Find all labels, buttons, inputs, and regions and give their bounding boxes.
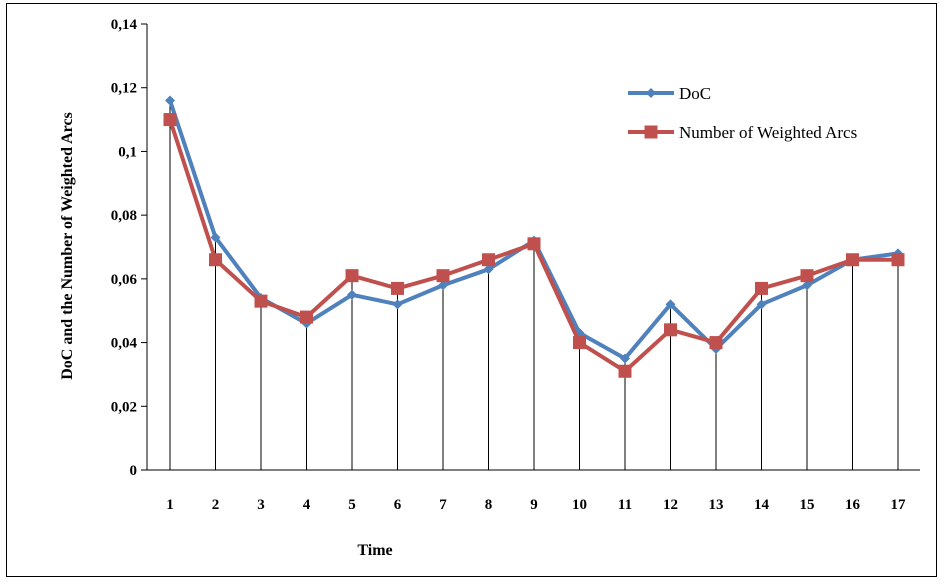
x-tick-label: 5: [348, 497, 356, 513]
data-point: [573, 336, 586, 350]
x-tick-label: 10: [572, 497, 587, 513]
x-tick-label: 3: [257, 497, 265, 513]
data-point: [347, 289, 357, 300]
x-tick-label: 12: [663, 497, 678, 513]
x-tick-label: 14: [754, 497, 770, 513]
data-point: [345, 269, 359, 283]
data-point: [300, 310, 313, 324]
data-point: [802, 280, 812, 291]
drop-lines: [169, 100, 899, 470]
x-tick-label: 13: [709, 497, 724, 513]
axes: [141, 23, 920, 471]
y-axis-title: DoC and the Number of Weighted Arcs: [59, 112, 76, 380]
x-tick-label: 8: [485, 497, 493, 513]
y-tick-label: 0: [130, 463, 138, 479]
data-point: [846, 253, 859, 267]
legend-marker: [646, 88, 656, 98]
x-axis-title: Time: [357, 542, 392, 559]
data-point: [482, 253, 495, 267]
data-point: [392, 299, 403, 310]
x-tick-label: 17: [891, 497, 907, 513]
data-point: [436, 269, 450, 283]
x-tick-label: 15: [800, 497, 815, 513]
data-point: [209, 253, 222, 267]
data-point: [165, 95, 175, 106]
data-point: [483, 264, 494, 275]
y-tick-label: 0,06: [111, 272, 138, 288]
y-tick-label: 0,14: [111, 17, 138, 33]
data-point: [391, 281, 404, 295]
data-point: [756, 299, 767, 310]
data-point: [438, 280, 448, 291]
data-point: [891, 253, 905, 267]
x-tick-label: 4: [303, 497, 311, 513]
legend-item: DoC: [628, 84, 711, 103]
x-tick-label: 2: [212, 497, 220, 513]
series-weighted-arcs: [163, 113, 905, 378]
y-tick-label: 0,02: [111, 399, 137, 415]
x-tick-label: 11: [618, 497, 632, 513]
data-point: [210, 232, 221, 243]
legend-label: Number of Weighted Arcs: [679, 123, 857, 142]
y-tick-label: 0,08: [111, 208, 137, 224]
x-tick-label: 7: [439, 497, 447, 513]
chart-frame: [6, 3, 937, 577]
legend-marker: [644, 125, 658, 139]
y-tick-label: 0,1: [118, 144, 137, 160]
data-point: [664, 323, 677, 337]
series-layer: [163, 95, 905, 378]
data-point: [527, 237, 541, 251]
legend-item: Number of Weighted Arcs: [628, 123, 857, 142]
y-tick-label: 0,04: [111, 336, 138, 352]
data-point: [800, 269, 814, 283]
x-tick-label: 16: [845, 497, 861, 513]
data-point: [665, 299, 676, 310]
data-point: [163, 113, 177, 127]
legend-label: DoC: [679, 84, 711, 103]
data-point: [254, 294, 268, 308]
x-tick-label: 1: [166, 497, 174, 513]
data-point: [709, 336, 723, 350]
y-tick-label: 0,12: [111, 81, 137, 97]
legend: DoC Number of Weighted Arcs: [628, 84, 857, 142]
tick-labels: 00,020,040,060,080,10,120,141 2 3 4 5 6 7 8 9 10 1…: [111, 17, 906, 513]
x-tick-label: 6: [394, 497, 402, 513]
data-point: [755, 281, 768, 295]
data-point: [620, 353, 630, 364]
data-point: [618, 364, 632, 378]
x-tick-label: 9: [530, 497, 538, 513]
